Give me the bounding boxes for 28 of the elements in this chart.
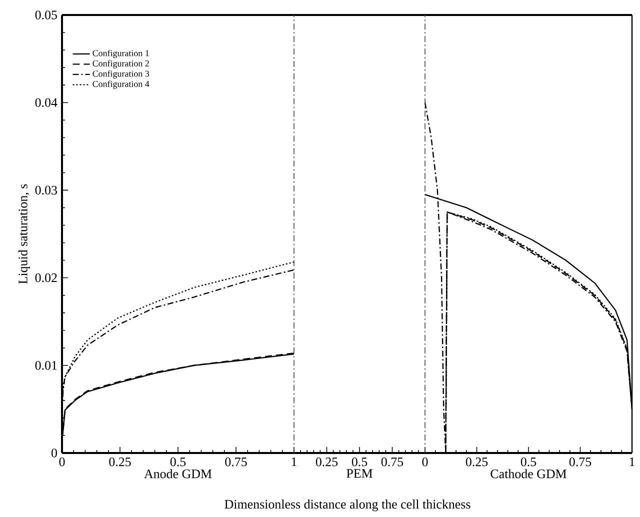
x-axis-title: PEM: [346, 469, 372, 478]
y-tick-label: 0.05: [35, 10, 57, 20]
x-axis-title: Cathode GDM: [490, 469, 566, 478]
y-tick-label: 0.01: [35, 360, 57, 370]
y-tick-label: 0.03: [35, 186, 57, 195]
y-axis-title: Liquid saturation, s: [18, 184, 30, 284]
legend-label: Configuration 3: [92, 70, 150, 79]
x-tick-label: 0.5: [352, 458, 368, 466]
legend-label: Configuration 1: [92, 50, 149, 58]
legend-label: Configuration 2: [92, 60, 149, 68]
x-tick-label: 1: [630, 458, 634, 466]
x-tick-label: 1: [292, 458, 296, 466]
x-tick-label: 0.75: [381, 458, 404, 466]
x-tick-label: 0.5: [170, 458, 186, 466]
y-tick-label: 0.02: [35, 273, 57, 282]
x-axis-title: Anode GDM: [144, 469, 212, 478]
x-tick-label: 0.25: [109, 458, 131, 466]
x-tick-label: 0: [59, 458, 65, 466]
x-tick-label: 0.25: [316, 458, 338, 466]
x-tick-label: 0: [422, 458, 428, 466]
text: Dimensionless distance along the cell thickness: [224, 500, 470, 512]
x-tick-label: 0.75: [225, 458, 247, 466]
x-tick-label: 0.25: [466, 458, 488, 466]
y-tick-label: 0: [52, 448, 57, 458]
legend-label: Configuration 4: [92, 80, 150, 89]
y-tick-label: 0.04: [35, 98, 58, 107]
x-tick-label: 0.75: [569, 458, 592, 466]
x-tick-label: 0.5: [520, 458, 536, 466]
